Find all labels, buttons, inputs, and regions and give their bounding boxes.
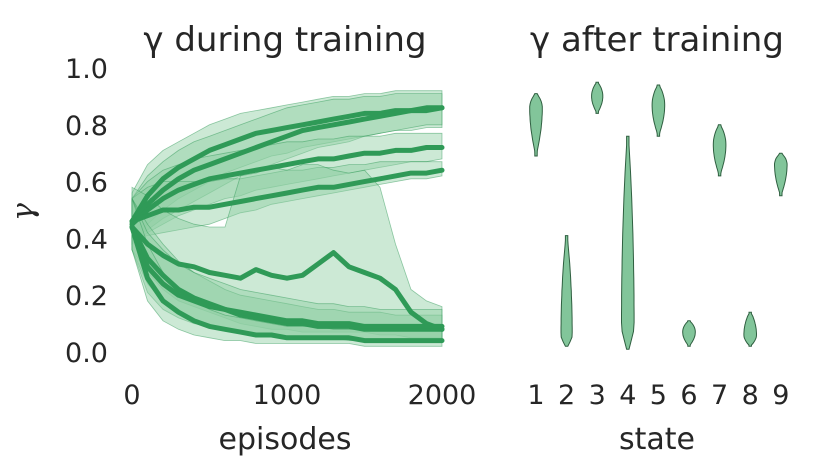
state-tick-label: 9 bbox=[772, 380, 789, 411]
confidence-band-1 bbox=[131, 90, 443, 246]
series-line-4 bbox=[129, 167, 445, 224]
series-line-1 bbox=[129, 105, 445, 224]
state-tick-label: 2 bbox=[558, 380, 575, 411]
violin-state-7 bbox=[712, 124, 727, 177]
state-tick-label: 3 bbox=[589, 380, 606, 411]
gamma-during-training-chart: γ during training 0.0 0.2 0.4 0.6 0.8 1.0 0 10… bbox=[6, 20, 476, 457]
state-tick-label: 5 bbox=[650, 380, 667, 411]
violin-state-4 bbox=[621, 135, 635, 350]
left-chart-title: γ during training bbox=[143, 20, 426, 60]
y-tick-label: 1.0 bbox=[65, 54, 108, 85]
y-tick-label: 0.2 bbox=[65, 281, 108, 312]
state-tick-label: 7 bbox=[711, 380, 728, 411]
y-tick-label: 0.4 bbox=[65, 224, 108, 255]
series-line-5 bbox=[129, 224, 445, 332]
series-line-6 bbox=[129, 224, 445, 332]
confidence-band-2 bbox=[131, 93, 443, 240]
violin-state-2 bbox=[560, 235, 573, 347]
y-tick-label: 0.8 bbox=[65, 111, 108, 142]
confidence-band-3 bbox=[131, 132, 443, 245]
violins bbox=[529, 81, 788, 350]
state-tick-label: 4 bbox=[619, 380, 636, 411]
series-line-2 bbox=[129, 105, 445, 224]
violin-state-3 bbox=[591, 81, 604, 114]
x-tick-label: 2000 bbox=[408, 380, 477, 411]
y-tick-label: 0.0 bbox=[65, 338, 108, 369]
left-x-tick-labels: 0 1000 2000 bbox=[123, 380, 476, 411]
violin-state-5 bbox=[651, 84, 666, 137]
x-tick-label: 1000 bbox=[253, 380, 322, 411]
left-y-tick-labels: 0.0 0.2 0.4 0.6 0.8 1.0 bbox=[65, 54, 108, 369]
series-line-3 bbox=[129, 145, 445, 227]
series-lines bbox=[129, 105, 445, 344]
violin-state-8 bbox=[743, 311, 757, 347]
state-tick-label: 1 bbox=[527, 380, 544, 411]
left-y-axis-label: γ bbox=[6, 203, 41, 221]
right-x-axis-label: state bbox=[619, 422, 695, 457]
violin-state-6 bbox=[682, 320, 696, 347]
violin-state-1 bbox=[529, 93, 543, 157]
series-line-7 bbox=[129, 224, 445, 329]
state-tick-label: 8 bbox=[742, 380, 759, 411]
left-x-axis-label: episodes bbox=[219, 422, 352, 457]
violin-state-9 bbox=[774, 152, 788, 197]
right-chart-title: γ after training bbox=[530, 20, 784, 60]
series-line-8 bbox=[129, 224, 445, 344]
x-tick-label: 0 bbox=[123, 380, 140, 411]
state-tick-label: 6 bbox=[680, 380, 697, 411]
y-tick-label: 0.6 bbox=[65, 168, 108, 199]
